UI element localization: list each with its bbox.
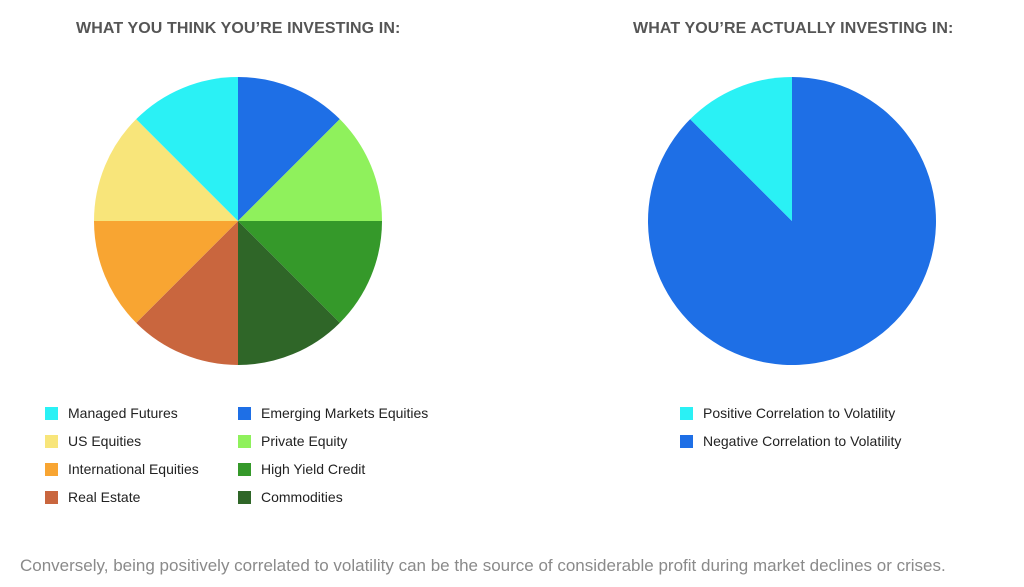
pie-chart-right bbox=[648, 77, 936, 366]
legend-item-private-equity: Private Equity bbox=[238, 433, 347, 449]
legend-label: Negative Correlation to Volatility bbox=[703, 433, 902, 449]
legend-item-us-equities: US Equities bbox=[45, 433, 141, 449]
legend-label: US Equities bbox=[68, 433, 142, 449]
legend-swatch bbox=[238, 434, 251, 448]
legend-label: International Equities bbox=[68, 461, 199, 477]
legend-left: Managed Futures US Equities Internationa… bbox=[45, 405, 465, 515]
legend-swatch bbox=[680, 406, 693, 420]
legend-swatch bbox=[45, 434, 58, 448]
pie-slice-international-equities bbox=[94, 221, 238, 323]
legend-item-managed-futures: Managed Futures bbox=[45, 405, 178, 421]
legend-label: Emerging Markets Equities bbox=[261, 405, 429, 421]
legend-swatch bbox=[238, 490, 251, 504]
legend-item-positive-correlation: Positive Correlation to Volatility bbox=[680, 405, 895, 421]
legend-label: Commodities bbox=[261, 489, 343, 505]
pie-slice-negative-correlation-to-volatility bbox=[648, 77, 936, 366]
legend-label: Positive Correlation to Volatility bbox=[703, 405, 896, 421]
legend-swatch bbox=[45, 406, 58, 420]
pie-slice-high-yield-credit bbox=[238, 221, 382, 323]
legend-label: Managed Futures bbox=[68, 405, 178, 421]
legend-item-high-yield-credit: High Yield Credit bbox=[238, 461, 365, 477]
legend-label: High Yield Credit bbox=[261, 461, 366, 477]
chart-title-right: WHAT YOU’RE ACTUALLY INVESTING IN: bbox=[633, 20, 954, 37]
pie-chart-left bbox=[94, 77, 382, 365]
legend-item-international-equities: International Equities bbox=[45, 461, 199, 477]
footer-caption: Conversely, being positively correlated … bbox=[20, 556, 946, 575]
pie-slice-private-equity bbox=[238, 119, 382, 221]
legend-swatch bbox=[45, 490, 58, 504]
pie-slice-real-estate bbox=[136, 221, 238, 365]
pie-slice-emerging-markets-equities bbox=[238, 77, 340, 221]
pie-slice-positive-correlation-to-volatility bbox=[690, 77, 792, 221]
legend-item-emerging-markets-equities: Emerging Markets Equities bbox=[238, 405, 428, 421]
legend-label: Real Estate bbox=[68, 489, 141, 505]
pie-slice-us-equities bbox=[94, 119, 238, 221]
legend-right: Positive Correlation to Volatility Negat… bbox=[680, 405, 980, 465]
legend-item-negative-correlation: Negative Correlation to Volatility bbox=[680, 433, 901, 449]
legend-item-real-estate: Real Estate bbox=[45, 489, 140, 505]
legend-swatch bbox=[238, 406, 251, 420]
legend-label: Private Equity bbox=[261, 433, 348, 449]
legend-swatch bbox=[45, 462, 58, 476]
legend-swatch bbox=[680, 434, 693, 448]
chart-title-left: WHAT YOU THINK YOU’RE INVESTING IN: bbox=[76, 20, 401, 37]
pie-slice-managed-futures bbox=[136, 77, 238, 221]
legend-swatch bbox=[238, 462, 251, 476]
pie-slice-commodities bbox=[238, 221, 340, 365]
legend-item-commodities: Commodities bbox=[238, 489, 343, 505]
